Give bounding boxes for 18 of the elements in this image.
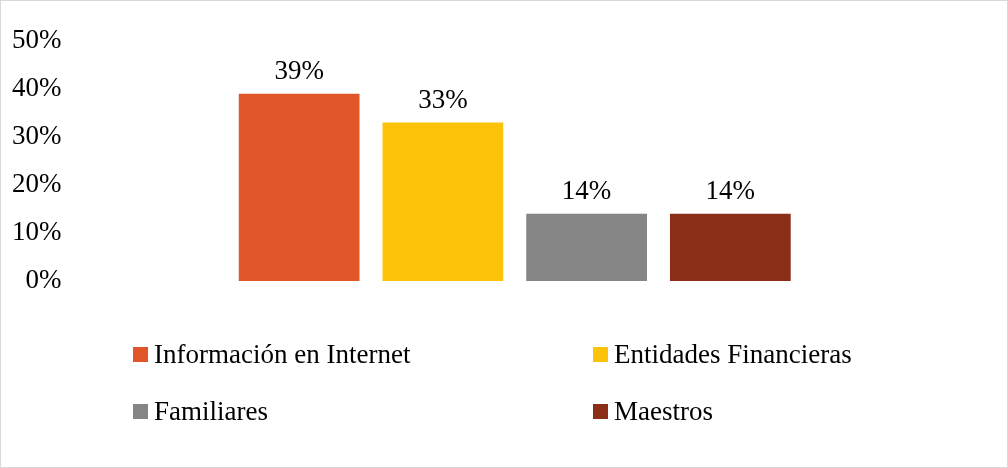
legend-label: Maestros xyxy=(614,396,713,427)
legend-label: Información en Internet xyxy=(154,339,411,370)
y-tick-label: 40% xyxy=(11,72,62,103)
y-tick-label: 30% xyxy=(11,120,62,151)
y-tick-label: 10% xyxy=(11,216,62,247)
data-label: 33% xyxy=(418,84,468,115)
y-tick-label: 0% xyxy=(25,264,62,295)
bar xyxy=(669,213,791,281)
bar xyxy=(238,93,360,281)
legend-label: Entidades Financieras xyxy=(614,339,852,370)
data-label: 39% xyxy=(274,55,324,86)
bar xyxy=(382,122,504,281)
y-tick-label: 50% xyxy=(11,24,62,55)
bar xyxy=(526,213,647,281)
data-label: 14% xyxy=(561,175,612,206)
y-tick-label: 20% xyxy=(11,168,62,199)
data-label: 14% xyxy=(705,175,756,206)
legend-label: Familiares xyxy=(154,396,268,427)
